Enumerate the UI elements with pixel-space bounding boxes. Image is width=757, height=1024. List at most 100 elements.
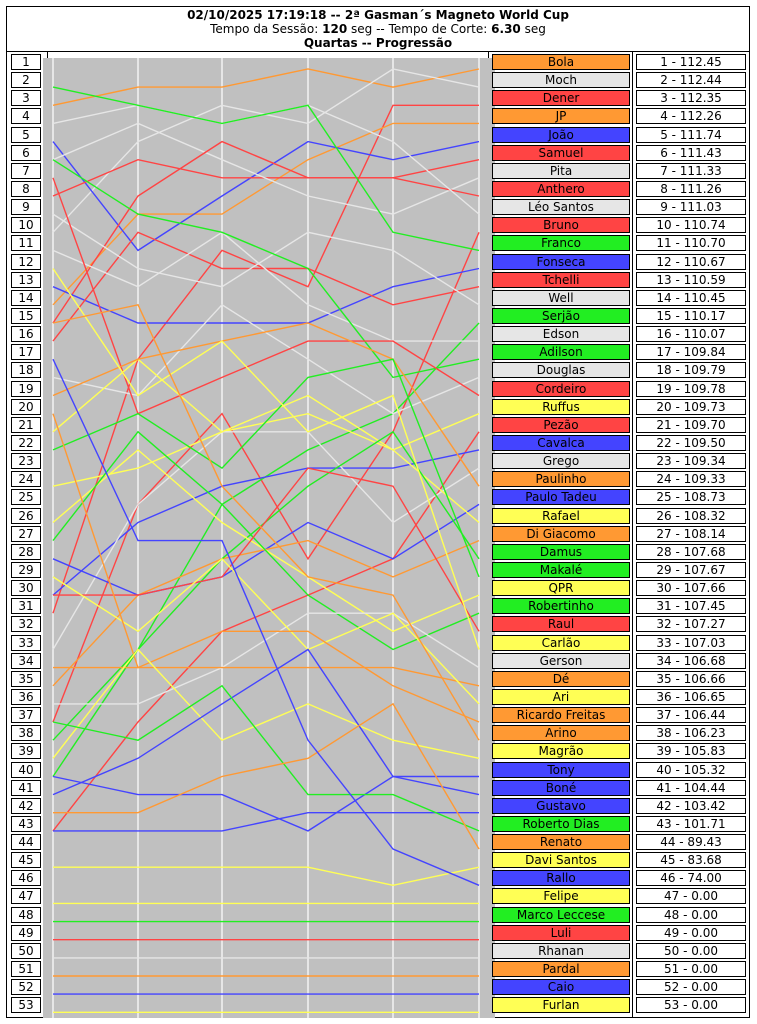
- series-line: [52, 449, 480, 596]
- racer-name: Renato: [492, 834, 630, 850]
- racer-score: 44 - 89.43: [636, 834, 746, 850]
- series-line: [52, 431, 480, 832]
- racer-name: Marco Leccese: [492, 906, 630, 923]
- racer-name: Arino: [492, 725, 630, 742]
- racer-name: Ari: [492, 688, 630, 705]
- racer-name: Cordeiro: [492, 380, 630, 397]
- racer-score: 13 - 110.59: [636, 271, 746, 288]
- racer-score: 50 - 0.00: [636, 942, 746, 959]
- racer-score: 33 - 107.03: [636, 634, 746, 651]
- racer-score: 30 - 107.66: [636, 580, 746, 597]
- racer-score: 21 - 109.70: [636, 416, 746, 433]
- position-number: 50: [11, 942, 41, 959]
- session-info: Tempo da Sessão: 120 seg -- Tempo de Cor…: [7, 22, 749, 36]
- racer-score: 28 - 107.68: [636, 543, 746, 560]
- position-number: 35: [11, 670, 41, 687]
- column-divider: [632, 51, 633, 1017]
- racer-score: 35 - 106.66: [636, 670, 746, 687]
- position-number: 33: [11, 634, 41, 651]
- racer-name: Rallo: [492, 870, 630, 887]
- racer-score: 43 - 101.71: [636, 815, 746, 832]
- racer-name: Furlan: [492, 997, 630, 1014]
- racer-score: 37 - 106.44: [636, 707, 746, 723]
- racer-name: Tchelli: [492, 271, 630, 288]
- position-number: 9: [11, 199, 41, 216]
- racer-score: 49 - 0.00: [636, 924, 746, 941]
- position-number: 37: [11, 707, 41, 723]
- racer-name: Rafael: [492, 507, 630, 524]
- racer-score: 39 - 105.83: [636, 743, 746, 760]
- position-number: 21: [11, 416, 41, 433]
- racer-name: Ruffus: [492, 398, 630, 415]
- position-number: 2: [11, 72, 41, 89]
- racer-score: 3 - 112.35: [636, 90, 746, 107]
- racer-name: Cavalca: [492, 434, 630, 451]
- racer-score: 11 - 110.70: [636, 235, 746, 252]
- series-line: [52, 213, 480, 306]
- plot-background: [43, 58, 495, 1018]
- position-number: 45: [11, 852, 41, 869]
- racer-score: 20 - 109.73: [636, 398, 746, 415]
- racer-score: 1 - 112.45: [636, 54, 746, 70]
- series-line: [52, 159, 480, 379]
- series-line: [52, 122, 480, 215]
- racer-name: Roberto Dias: [492, 815, 630, 832]
- position-number: 13: [11, 271, 41, 288]
- series-line: [52, 140, 480, 252]
- series-line: [52, 122, 479, 306]
- racer-score: 9 - 111.03: [636, 199, 746, 216]
- position-number: 31: [11, 598, 41, 615]
- racer-name: Fonseca: [492, 253, 630, 270]
- racer-name: Rhanan: [492, 942, 630, 959]
- position-number: 51: [11, 961, 41, 977]
- series-line: [52, 557, 480, 705]
- racer-name: Adilson: [492, 344, 630, 361]
- racer-name: Robertinho: [492, 598, 630, 615]
- racer-name: Luli: [492, 924, 630, 941]
- progression-chart: [43, 58, 495, 1018]
- series-line: [52, 430, 480, 651]
- racer-name: Douglas: [492, 362, 630, 379]
- position-number: 7: [11, 162, 41, 179]
- position-number: 43: [11, 815, 41, 832]
- racer-score: 22 - 109.50: [636, 434, 746, 451]
- racer-score: 19 - 109.78: [636, 380, 746, 397]
- series-line: [52, 140, 480, 324]
- session-time-unit: seg --: [351, 22, 385, 36]
- racer-name: Magrão: [492, 743, 630, 760]
- racer-score: 12 - 110.67: [636, 253, 746, 270]
- racer-name: Franco: [492, 235, 630, 252]
- position-number: 46: [11, 870, 41, 887]
- racer-score: 23 - 109.34: [636, 453, 746, 470]
- racer-score: 14 - 110.45: [636, 289, 746, 306]
- racer-name: QPR: [492, 580, 630, 597]
- racer-score: 27 - 108.14: [636, 525, 746, 542]
- racer-name: Ricardo Freitas: [492, 707, 630, 723]
- racer-name: Paulinho: [492, 471, 630, 488]
- racer-name: Bruno: [492, 217, 630, 234]
- series-line: [52, 431, 480, 650]
- racer-name: Raul: [492, 616, 630, 633]
- racer-score: 16 - 110.07: [636, 326, 746, 343]
- position-number: 3: [11, 90, 41, 107]
- position-number: 8: [11, 181, 41, 197]
- series-line: [53, 702, 480, 850]
- racer-name: Gerson: [492, 652, 630, 669]
- racer-score: 51 - 0.00: [636, 961, 746, 977]
- racer-score: 4 - 112.26: [636, 108, 746, 125]
- position-number: 14: [11, 289, 41, 306]
- racer-name: Carlão: [492, 634, 630, 651]
- racer-score: 26 - 108.32: [636, 507, 746, 524]
- racer-score: 41 - 104.44: [636, 779, 746, 796]
- racer-name: Caio: [492, 979, 630, 996]
- series-line: [52, 231, 479, 342]
- racer-score: 45 - 83.68: [636, 852, 746, 869]
- racer-name: Damus: [492, 543, 630, 560]
- racer-name: JP: [492, 108, 630, 125]
- phase-title: Quartas -- Progressão: [303, 36, 453, 50]
- racer-score: 38 - 106.23: [636, 725, 746, 742]
- position-number: 4: [11, 108, 41, 125]
- racer-score: 34 - 106.68: [636, 652, 746, 669]
- cut-time-unit: seg: [524, 22, 546, 36]
- position-number: 6: [11, 144, 41, 161]
